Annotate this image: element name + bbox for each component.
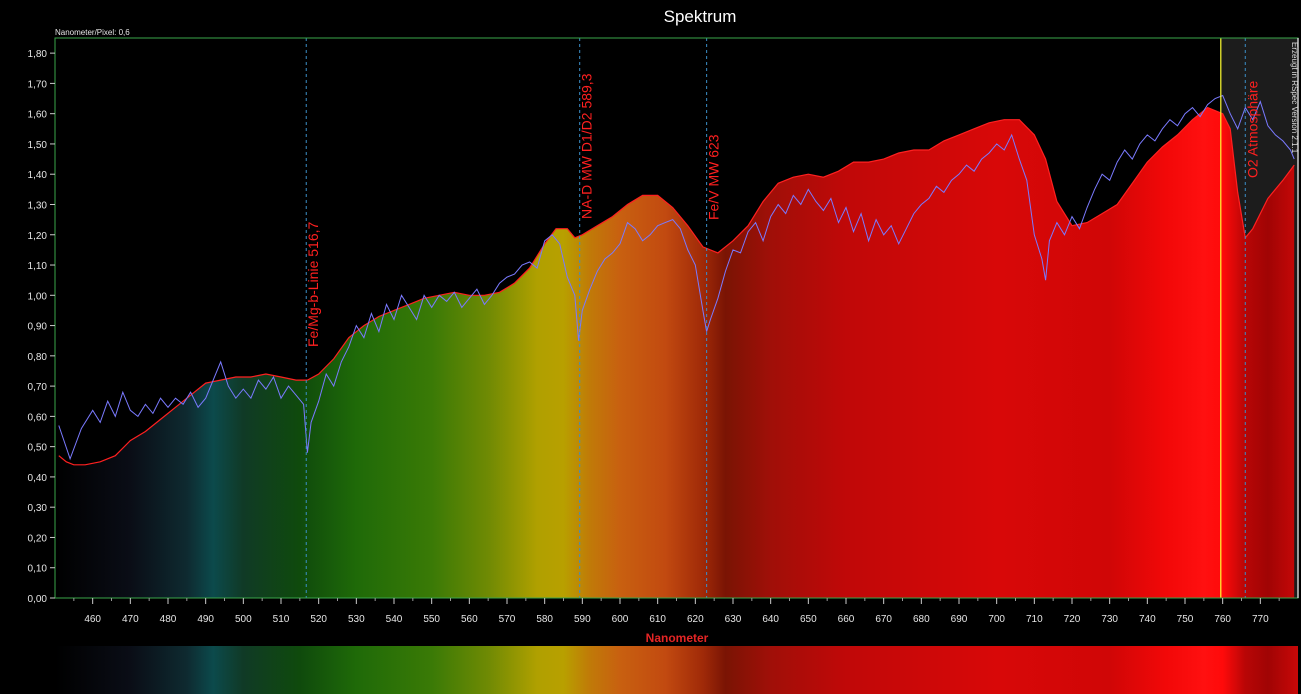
x-tick-label-12: 580 [536, 614, 553, 625]
x-tick-label-27: 730 [1101, 614, 1118, 625]
y-tick-label-4: 0,40 [28, 473, 48, 484]
x-axis-label: Nanometer [646, 631, 709, 645]
x-tick-label-30: 760 [1214, 614, 1231, 625]
x-tick-label-7: 530 [348, 614, 365, 625]
x-tick-label-14: 600 [612, 614, 629, 625]
y-tick-label-6: 0,60 [28, 412, 48, 423]
y-tick-label-14: 1,40 [28, 170, 48, 181]
spectrum-outline [58, 106, 1295, 466]
annotation-label-0: Fe/Mg-b-Linie 516,7 [305, 221, 321, 347]
x-tick-label-18: 640 [762, 614, 779, 625]
x-tick-label-1: 470 [122, 614, 139, 625]
x-tick-label-4: 500 [235, 614, 252, 625]
annotation-label-2: Fe/V MW 623 [706, 134, 722, 220]
y-tick-label-12: 1,20 [28, 231, 48, 242]
x-tick-label-6: 520 [310, 614, 327, 625]
y-axis: 0,00 0,10 0,20 0,30 0,40 0,50 0,60 0,70 0,80 0,90… [28, 49, 55, 605]
x-tick-label-23: 690 [951, 614, 968, 625]
y-tick-label-2: 0,20 [28, 533, 48, 544]
annotations: Fe/Mg-b-Linie 516,7 NA-D MW D1/D2 589,3 Fe… [305, 38, 1260, 598]
annotation-label-1: NA-D MW D1/D2 589,3 [579, 73, 595, 219]
x-tick-label-3: 490 [197, 614, 214, 625]
y-tick-label-5: 0,50 [28, 443, 48, 454]
x-tick-label-21: 670 [875, 614, 892, 625]
y-tick-label-1: 0,10 [28, 564, 48, 575]
x-tick-label-11: 570 [499, 614, 516, 625]
x-tick-label-25: 710 [1026, 614, 1043, 625]
y-tick-label-16: 1,60 [28, 110, 48, 121]
y-tick-label-10: 1,00 [28, 291, 48, 302]
y-tick-label-15: 1,50 [28, 140, 48, 151]
y-tick-label-7: 0,70 [28, 382, 48, 393]
x-tick-label-13: 590 [574, 614, 591, 625]
x-tick-label-26: 720 [1064, 614, 1081, 625]
y-tick-label-0: 0,00 [28, 594, 48, 605]
x-tick-label-20: 660 [838, 614, 855, 625]
y-tick-label-18: 1,80 [28, 49, 48, 60]
watermark: Erzeugt in RSpec Version 2.1.1 [1290, 42, 1299, 154]
x-tick-label-31: 770 [1252, 614, 1269, 625]
reference-spectrum-line [58, 94, 1295, 461]
y-tick-label-17: 1,70 [28, 79, 48, 90]
x-tick-label-19: 650 [800, 614, 817, 625]
annotation-label-3: O2 Atmosphäre [1244, 81, 1260, 178]
x-tick-label-9: 550 [423, 614, 440, 625]
chart-title: Spektrum [664, 7, 737, 26]
x-tick-label-22: 680 [913, 614, 930, 625]
spectrum-strip [55, 646, 1298, 694]
x-tick-label-2: 480 [160, 614, 177, 625]
x-tick-label-8: 540 [386, 614, 403, 625]
y-tick-label-13: 1,30 [28, 200, 48, 211]
x-tick-label-28: 740 [1139, 614, 1156, 625]
x-tick-label-17: 630 [725, 614, 742, 625]
y-tick-label-3: 0,30 [28, 503, 48, 514]
x-tick-label-5: 510 [273, 614, 290, 625]
x-tick-label-29: 750 [1177, 614, 1194, 625]
x-axis: 460 470 480 490 500 510 520 530 540 550 560 570 580 5… [73, 598, 1280, 625]
x-tick-label-10: 560 [461, 614, 478, 625]
x-tick-label-24: 700 [988, 614, 1005, 625]
plot-area: Fe/Mg-b-Linie 516,7 NA-D MW D1/D2 589,3 Fe… [54, 37, 1299, 599]
chart-subtitle: Nanometer/Pixel: 0,6 [55, 28, 130, 37]
x-tick-label-16: 620 [687, 614, 704, 625]
x-tick-label-15: 610 [649, 614, 666, 625]
y-tick-label-9: 0,90 [28, 322, 48, 333]
x-tick-label-0: 460 [84, 614, 101, 625]
y-tick-label-8: 0,80 [28, 352, 48, 363]
y-tick-label-11: 1,10 [28, 261, 48, 272]
